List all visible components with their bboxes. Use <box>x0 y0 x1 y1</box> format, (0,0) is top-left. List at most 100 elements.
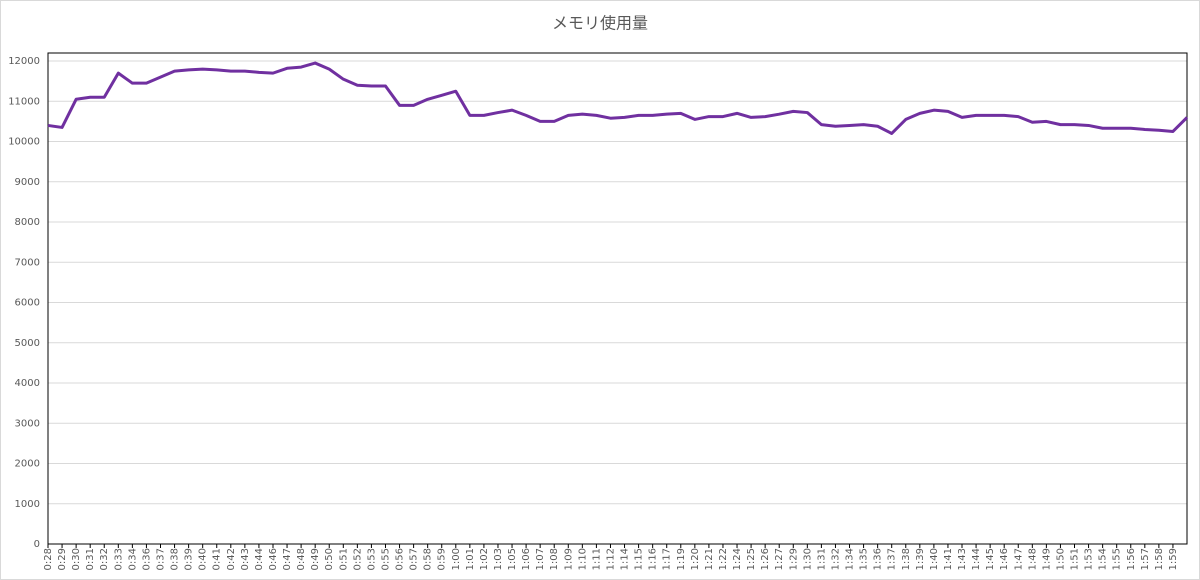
y-tick-label: 12000 <box>8 56 40 67</box>
x-tick-label: 0:47 <box>282 548 293 570</box>
y-tick-label: 1000 <box>15 499 40 510</box>
x-tick-label: 0:59 <box>437 548 448 570</box>
x-tick-label: 0:34 <box>127 548 138 570</box>
chart-title: メモリ使用量 <box>552 14 648 33</box>
y-tick-label: 9000 <box>15 177 40 188</box>
x-tick-label: 1:10 <box>577 548 588 570</box>
x-tick-label: 0:32 <box>99 548 110 570</box>
x-tick-label: 0:49 <box>310 548 321 570</box>
x-tick-label: 1:45 <box>985 548 996 570</box>
x-tick-label: 0:30 <box>71 548 82 570</box>
x-tick-label: 1:00 <box>451 548 462 570</box>
x-tick-label: 1:54 <box>1098 548 1109 570</box>
x-tick-label: 0:58 <box>423 548 434 570</box>
x-tick-label: 1:34 <box>845 548 856 570</box>
x-tick-label: 1:14 <box>620 548 631 570</box>
x-tick-label: 1:05 <box>507 548 518 570</box>
x-tick-label: 1:29 <box>788 548 799 570</box>
x-tick-label: 1:39 <box>915 548 926 570</box>
x-tick-label: 1:16 <box>648 548 659 570</box>
x-tick-label: 1:47 <box>1013 548 1024 570</box>
x-tick-label: 1:22 <box>718 548 729 570</box>
x-tick-label: 1:57 <box>1140 548 1151 570</box>
y-tick-label: 2000 <box>15 459 40 470</box>
x-tick-label: 1:26 <box>760 548 771 570</box>
x-tick-label: 1:19 <box>676 548 687 570</box>
x-tick-label: 0:44 <box>254 548 265 570</box>
x-tick-label: 0:41 <box>212 548 223 570</box>
x-tick-label: 0:37 <box>155 548 166 570</box>
x-tick-label: 1:21 <box>704 548 715 570</box>
x-tick-label: 0:57 <box>409 548 420 570</box>
x-tick-label: 0:28 <box>43 548 54 570</box>
x-tick-label: 1:44 <box>971 548 982 570</box>
x-tick-label: 1:40 <box>929 548 940 570</box>
x-tick-label: 0:36 <box>141 548 152 570</box>
x-tick-label: 1:24 <box>732 548 743 570</box>
x-tick-label: 1:48 <box>1027 548 1038 570</box>
y-tick-label: 3000 <box>15 418 40 429</box>
x-tick-label: 1:58 <box>1154 548 1165 570</box>
y-tick-label: 5000 <box>15 338 40 349</box>
x-tick-label: 1:15 <box>634 548 645 570</box>
x-tick-label: 0:31 <box>85 548 96 570</box>
x-tick-label: 1:31 <box>816 548 827 570</box>
x-tick-label: 0:43 <box>240 548 251 570</box>
x-tick-label: 1:35 <box>859 548 870 570</box>
x-tick-label: 1:51 <box>1070 548 1081 570</box>
x-tick-label: 1:01 <box>465 548 476 570</box>
x-tick-label: 1:37 <box>887 548 898 570</box>
x-tick-label: 1:46 <box>999 548 1010 570</box>
x-tick-label: 1:50 <box>1055 548 1066 570</box>
x-tick-label: 1:43 <box>957 548 968 570</box>
x-tick-label: 0:53 <box>366 548 377 570</box>
x-tick-label: 0:40 <box>198 548 209 570</box>
x-tick-label: 0:39 <box>184 548 195 570</box>
y-tick-label: 6000 <box>15 298 40 309</box>
x-tick-label: 1:06 <box>521 548 532 570</box>
x-tick-label: 1:02 <box>479 548 490 570</box>
x-tick-label: 1:36 <box>873 548 884 570</box>
y-tick-label: 8000 <box>15 217 40 228</box>
y-tick-label: 10000 <box>8 137 40 148</box>
x-tick-label: 0:46 <box>268 548 279 570</box>
x-tick-label: 1:12 <box>605 548 616 570</box>
y-tick-label: 7000 <box>15 257 40 268</box>
x-tick-label: 1:56 <box>1126 548 1137 570</box>
x-tick-label: 1:38 <box>901 548 912 570</box>
x-tick-label: 1:27 <box>774 548 785 570</box>
x-tick-label: 0:33 <box>113 548 124 570</box>
x-tick-label: 0:55 <box>380 548 391 570</box>
x-tick-label: 0:48 <box>296 548 307 570</box>
x-tick-label: 1:09 <box>563 548 574 570</box>
data-line <box>47 61 1189 135</box>
x-tick-label: 0:38 <box>170 548 181 570</box>
x-tick-label: 1:20 <box>690 548 701 570</box>
x-tick-label: 1:08 <box>549 548 560 570</box>
x-tick-label: 1:32 <box>830 548 841 570</box>
x-tick-label: 1:59 <box>1168 548 1179 570</box>
x-tick-label: 1:30 <box>802 548 813 570</box>
y-tick-label: 0 <box>34 539 40 550</box>
x-tick-label: 1:11 <box>591 548 602 570</box>
y-tick-label: 11000 <box>8 96 40 107</box>
x-tick-label: 1:49 <box>1041 548 1052 570</box>
x-tick-label: 0:51 <box>338 548 349 570</box>
x-tick-label: 0:42 <box>226 548 237 570</box>
x-tick-label: 1:17 <box>662 548 673 570</box>
x-tick-label: 0:50 <box>324 548 335 570</box>
x-tick-label: 0:56 <box>395 548 406 570</box>
x-tick-label: 1:53 <box>1084 548 1095 570</box>
x-tick-label: 1:55 <box>1112 548 1123 570</box>
plot-area-border <box>47 52 1188 545</box>
x-tick-label: 1:07 <box>535 548 546 570</box>
y-tick-label: 4000 <box>15 378 40 389</box>
x-tick-label: 1:41 <box>943 548 954 570</box>
x-tick-label: 1:03 <box>493 548 504 570</box>
x-tick-label: 0:52 <box>352 548 363 570</box>
x-tick-label: 0:29 <box>57 548 68 570</box>
x-tick-label: 1:25 <box>746 548 757 570</box>
